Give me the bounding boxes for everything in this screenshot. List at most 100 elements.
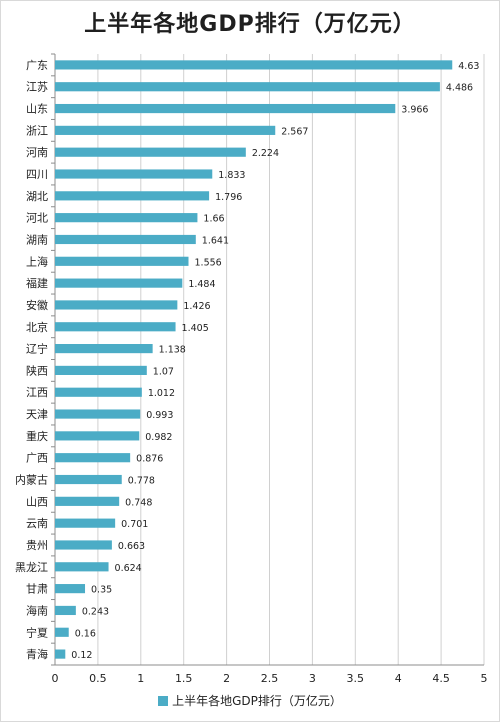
category-label: 安徽 <box>26 298 48 312</box>
bar <box>55 256 189 266</box>
category-label: 广西 <box>26 452 48 465</box>
bar <box>55 60 453 70</box>
chart-title: 上半年各地GDP排行（万亿元） <box>84 12 416 37</box>
legend-label: 上半年各地GDP排行（万亿元） <box>172 694 342 708</box>
category-label: 辽宁 <box>26 342 48 356</box>
bar <box>55 584 86 594</box>
value-label: 4.63 <box>458 61 479 72</box>
category-label: 湖北 <box>26 190 48 203</box>
x-tick-label: 4.5 <box>432 672 450 685</box>
category-label: 浙江 <box>26 124 48 137</box>
category-label: 海南 <box>26 603 48 617</box>
value-label: 0.243 <box>82 606 109 617</box>
value-label: 1.556 <box>195 257 222 268</box>
bar <box>55 474 122 485</box>
value-label: 0.12 <box>71 650 92 661</box>
bar <box>55 169 213 179</box>
value-label: 0.624 <box>115 563 142 574</box>
category-label: 宁夏 <box>26 625 48 639</box>
x-tick-label: 2.5 <box>261 672 279 685</box>
category-label: 四川 <box>26 168 48 181</box>
category-label: 江西 <box>26 386 48 399</box>
bar <box>55 518 116 528</box>
bar <box>55 213 198 223</box>
bar <box>55 496 120 506</box>
bar <box>55 344 153 354</box>
category-label: 山东 <box>26 103 48 116</box>
category-label: 山西 <box>26 495 48 508</box>
value-label: 2.224 <box>252 148 279 159</box>
bar <box>55 649 66 659</box>
bar <box>55 605 76 616</box>
x-tick-label: 0 <box>52 672 59 685</box>
value-label: 0.16 <box>75 628 96 639</box>
x-tick-label: 4 <box>395 672 402 685</box>
value-label: 1.484 <box>188 279 215 290</box>
category-label: 重庆 <box>26 429 48 443</box>
x-tick-label: 0.5 <box>89 672 107 685</box>
bar <box>55 365 147 375</box>
x-tick-label: 5 <box>481 672 488 685</box>
legend-swatch <box>158 696 169 706</box>
value-label: 4.486 <box>446 83 473 94</box>
x-tick-label: 3 <box>309 672 316 685</box>
value-label: 1.833 <box>218 170 245 181</box>
value-label: 0.748 <box>125 497 152 508</box>
value-label: 1.796 <box>215 192 242 203</box>
category-label: 甘肃 <box>26 583 48 596</box>
category-label: 黑龙江 <box>15 561 48 574</box>
value-label: 1.405 <box>182 323 209 334</box>
value-label: 3.966 <box>401 105 428 116</box>
bar <box>55 278 183 288</box>
value-label: 1.66 <box>203 214 224 225</box>
value-label: 1.012 <box>148 388 175 399</box>
value-label: 0.778 <box>128 476 155 487</box>
bar <box>55 82 440 92</box>
bar <box>55 627 69 637</box>
value-label: 0.993 <box>146 410 173 421</box>
x-tick-label: 2 <box>223 672 230 685</box>
bar <box>55 409 141 419</box>
x-tick-label: 3.5 <box>347 672 365 685</box>
bar <box>55 191 210 201</box>
legend: 上半年各地GDP排行（万亿元） <box>0 692 500 709</box>
value-label: 1.641 <box>202 235 229 246</box>
bar <box>55 322 176 332</box>
bar <box>55 431 140 441</box>
category-label: 河北 <box>26 212 48 225</box>
value-label: 0.35 <box>91 585 112 596</box>
category-label: 河南 <box>26 146 48 159</box>
category-label: 青海 <box>26 647 48 661</box>
category-label: 内蒙古 <box>15 473 48 487</box>
category-label: 云南 <box>26 517 48 530</box>
value-label: 0.663 <box>118 541 145 552</box>
category-label: 福建 <box>26 276 48 290</box>
category-label: 湖南 <box>26 233 48 246</box>
bar <box>55 234 196 245</box>
bar <box>55 540 112 550</box>
category-label: 北京 <box>26 320 48 334</box>
category-label: 上海 <box>26 254 48 268</box>
bar <box>55 300 178 310</box>
category-label: 天津 <box>26 408 48 421</box>
category-label: 广东 <box>26 59 48 72</box>
x-tick-label: 1 <box>137 672 144 685</box>
bar <box>55 387 142 397</box>
category-label: 陕西 <box>26 363 48 377</box>
value-label: 0.982 <box>145 432 172 443</box>
category-label: 贵州 <box>26 539 48 552</box>
bar <box>55 125 276 135</box>
bar <box>55 103 396 114</box>
value-label: 0.701 <box>121 519 148 530</box>
x-tick-label: 1.5 <box>175 672 193 685</box>
category-label: 江苏 <box>26 81 48 94</box>
value-label: 1.426 <box>183 301 210 312</box>
value-label: 1.07 <box>153 366 174 377</box>
bar <box>55 147 246 157</box>
value-label: 1.138 <box>159 345 186 356</box>
bar <box>55 562 109 572</box>
bar <box>55 453 131 463</box>
value-label: 2.567 <box>281 126 308 137</box>
